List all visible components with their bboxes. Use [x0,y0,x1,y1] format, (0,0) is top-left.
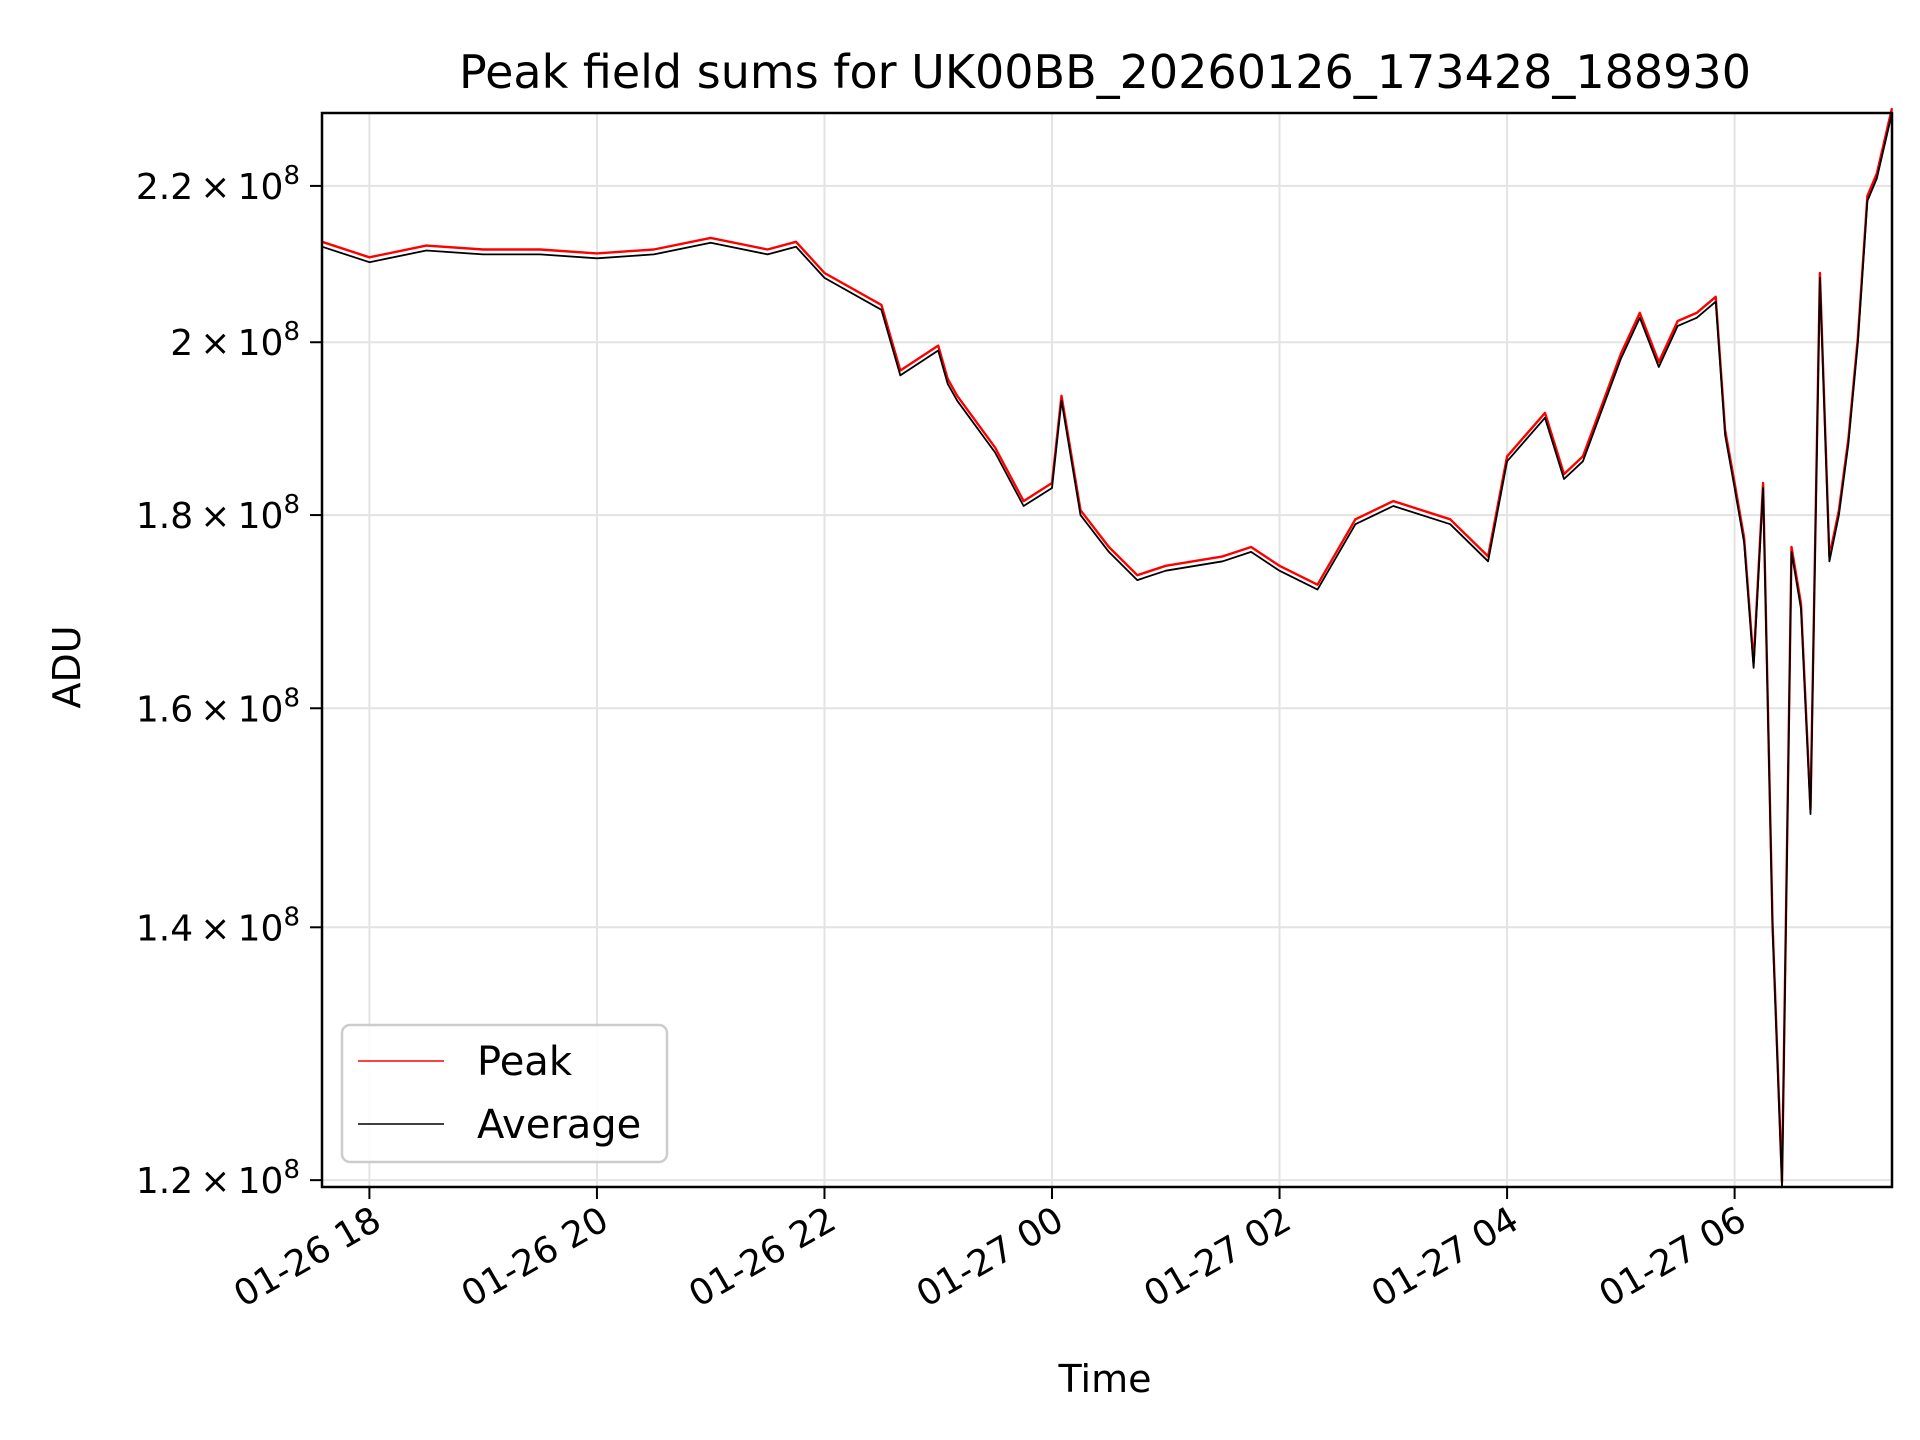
y-tick-label: 1.2 × 108 [136,1155,300,1202]
legend: Peak Average [340,1023,669,1164]
grid [322,113,1892,1187]
y-tick-label: 1.8 × 108 [136,490,300,537]
y-axis-label: ADU [45,625,89,708]
plot-frame [320,111,1894,1189]
x-axis-label: Time [1058,1357,1152,1401]
y-tick-label: 2 × 108 [170,317,300,364]
series-line-average [321,112,1893,1188]
y-tick-label: 1.6 × 108 [136,683,300,730]
legend-box [340,1023,669,1164]
y-tick-label: 2.2 × 108 [136,161,300,208]
y-tick-label: 1.4 × 108 [136,902,300,949]
y-axis: 1.2 × 108 1.4 × 108 1.6 × 108 1.8 × 108 2 × … [136,161,322,1202]
legend-label-average: Average [477,1102,641,1148]
legend-label-peak: Peak [477,1039,573,1085]
series-lines [321,107,1894,1188]
chart-title: Peak field sums for UK00BB_20260126_1734… [459,45,1751,99]
